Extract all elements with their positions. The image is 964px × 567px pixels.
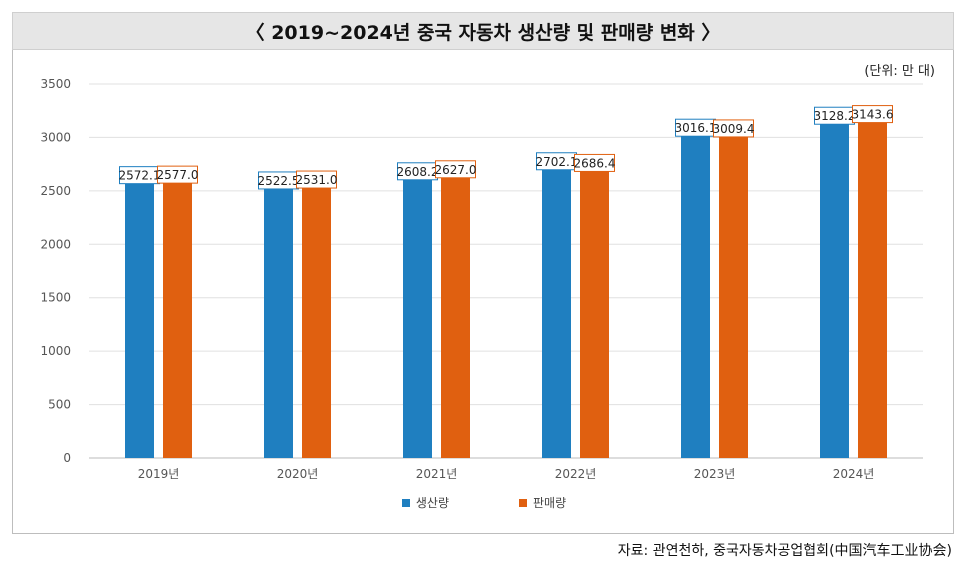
legend-swatch-sales xyxy=(519,498,527,507)
legend: 생산량 판매량 xyxy=(13,494,955,511)
y-tick-label: 0 xyxy=(63,451,71,465)
bar-production xyxy=(542,169,571,458)
bar-sales xyxy=(441,177,470,458)
bar-production xyxy=(820,123,849,458)
data-label: 2577.0 xyxy=(157,168,199,182)
y-tick-label: 2000 xyxy=(40,237,71,251)
legend-item-sales: 판매량 xyxy=(519,494,566,511)
legend-item-production: 생산량 xyxy=(401,494,449,511)
x-tick-label: 2020년 xyxy=(277,467,319,481)
bar-chart: 0 500 1000 1500 2000 2500 3000 3500 2572.12577.0… xyxy=(40,77,923,481)
x-tick-label: 2023년 xyxy=(694,467,736,481)
data-label: 3128.2 xyxy=(814,109,856,123)
data-label-box xyxy=(574,153,615,172)
x-tick-label: 2022년 xyxy=(555,467,597,481)
data-label: 2608.2 xyxy=(397,165,439,179)
bar-sales xyxy=(719,136,748,458)
bar-sales xyxy=(580,170,609,458)
data-label: 3016.1 xyxy=(675,121,717,135)
data-label: 2572.1 xyxy=(119,169,161,183)
bar-sales xyxy=(302,187,331,459)
legend-label-sales: 판매량 xyxy=(533,496,567,510)
y-tick-label: 500 xyxy=(48,398,71,412)
x-tick-label: 2019년 xyxy=(138,467,180,481)
legend-label-production: 생산량 xyxy=(415,496,449,510)
chart-title: 〈 2019~2024년 중국 자동차 생산량 및 판매량 변화 〉 xyxy=(12,12,954,50)
bar-production xyxy=(264,188,293,458)
y-tick-label: 1500 xyxy=(40,291,71,305)
data-label-box xyxy=(852,105,893,124)
data-label: 2522.5 xyxy=(258,174,300,188)
data-label: 2627.0 xyxy=(435,163,477,177)
x-tick-label: 2024년 xyxy=(833,467,875,481)
bar-production xyxy=(125,183,154,458)
bar-production xyxy=(681,135,710,458)
y-tick-label: 1000 xyxy=(40,344,71,358)
chart-frame: (단위: 만 대) 0 500 1000 1500 2000 2500 3000 3500 25… xyxy=(12,50,954,534)
data-label: 2702.1 xyxy=(536,155,578,169)
data-label: 3009.4 xyxy=(713,122,755,136)
data-label-box xyxy=(157,165,198,184)
bar-production xyxy=(403,179,432,458)
x-tick-label: 2021년 xyxy=(416,467,458,481)
y-tick-label: 3000 xyxy=(40,130,71,144)
bar-sales xyxy=(163,182,192,458)
unit-label: (단위: 만 대) xyxy=(864,64,935,79)
y-tick-label: 2500 xyxy=(40,184,71,198)
data-label: 2531.0 xyxy=(296,173,338,187)
legend-swatch-production xyxy=(401,498,410,507)
data-label-box xyxy=(435,160,476,179)
data-label-box xyxy=(296,170,337,189)
bar-sales xyxy=(858,122,887,458)
data-label: 3143.6 xyxy=(852,108,894,122)
y-tick-label: 3500 xyxy=(40,77,71,91)
data-label-box xyxy=(713,119,754,138)
source-note: 자료: 관연천하, 중국자동차공업협회(中国汽车工业协会) xyxy=(617,543,952,559)
data-label: 2686.4 xyxy=(574,156,616,170)
